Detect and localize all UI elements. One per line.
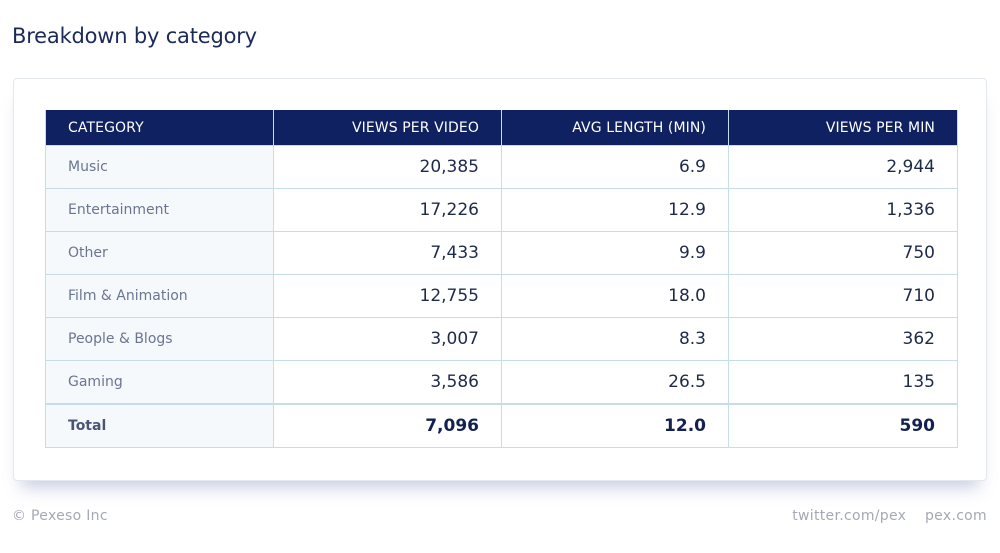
table-row: Film & Animation 12,755 18.0 710 (45, 274, 958, 318)
header-avg-length: AVG LENGTH (MIN) (501, 110, 729, 146)
views-per-video-cell: 20,385 (273, 145, 502, 189)
avg-length-cell: 9.9 (501, 231, 729, 275)
category-cell: Gaming (45, 360, 274, 405)
avg-length-cell: 26.5 (501, 360, 729, 405)
total-avg-length: 12.0 (501, 403, 729, 448)
table-header-row: CATEGORY VIEWS PER VIDEO AVG LENGTH (MIN… (45, 110, 958, 146)
views-per-min-cell: 750 (728, 231, 958, 275)
avg-length-cell: 18.0 (501, 274, 729, 318)
views-per-video-cell: 3,586 (273, 360, 502, 405)
header-views-per-min: VIEWS PER MIN (728, 110, 958, 146)
views-per-video-cell: 17,226 (273, 188, 502, 232)
table-row: Music 20,385 6.9 2,944 (45, 145, 958, 189)
table-row: Entertainment 17,226 12.9 1,336 (45, 188, 958, 232)
avg-length-cell: 6.9 (501, 145, 729, 189)
category-cell: People & Blogs (45, 317, 274, 361)
views-per-video-cell: 12,755 (273, 274, 502, 318)
header-category: CATEGORY (45, 110, 274, 146)
category-cell: Film & Animation (45, 274, 274, 318)
avg-length-cell: 12.9 (501, 188, 729, 232)
header-views-per-video: VIEWS PER VIDEO (273, 110, 502, 146)
twitter-link[interactable]: twitter.com/pex (792, 508, 907, 524)
views-per-min-cell: 362 (728, 317, 958, 361)
total-views-per-video: 7,096 (273, 403, 502, 448)
views-per-min-cell: 710 (728, 274, 958, 318)
total-label: Total (45, 403, 274, 448)
category-cell: Music (45, 145, 274, 189)
table-card: CATEGORY VIEWS PER VIDEO AVG LENGTH (MIN… (13, 78, 987, 481)
table-row: People & Blogs 3,007 8.3 362 (45, 317, 958, 361)
views-per-min-cell: 1,336 (728, 188, 958, 232)
category-cell: Other (45, 231, 274, 275)
total-row: Total 7,096 12.0 590 (45, 403, 958, 448)
total-views-per-min: 590 (728, 403, 958, 448)
views-per-min-cell: 135 (728, 360, 958, 405)
category-cell: Entertainment (45, 188, 274, 232)
views-per-video-cell: 3,007 (273, 317, 502, 361)
page-title: Breakdown by category (12, 24, 257, 48)
views-per-min-cell: 2,944 (728, 145, 958, 189)
avg-length-cell: 8.3 (501, 317, 729, 361)
table-row: Gaming 3,586 26.5 135 (45, 360, 958, 405)
category-table: CATEGORY VIEWS PER VIDEO AVG LENGTH (MIN… (45, 110, 958, 448)
copyright: © Pexeso Inc (12, 508, 108, 524)
table-row: Other 7,433 9.9 750 (45, 231, 958, 275)
footer-links: twitter.com/pex pex.com (792, 508, 987, 524)
views-per-video-cell: 7,433 (273, 231, 502, 275)
website-link[interactable]: pex.com (925, 508, 987, 524)
